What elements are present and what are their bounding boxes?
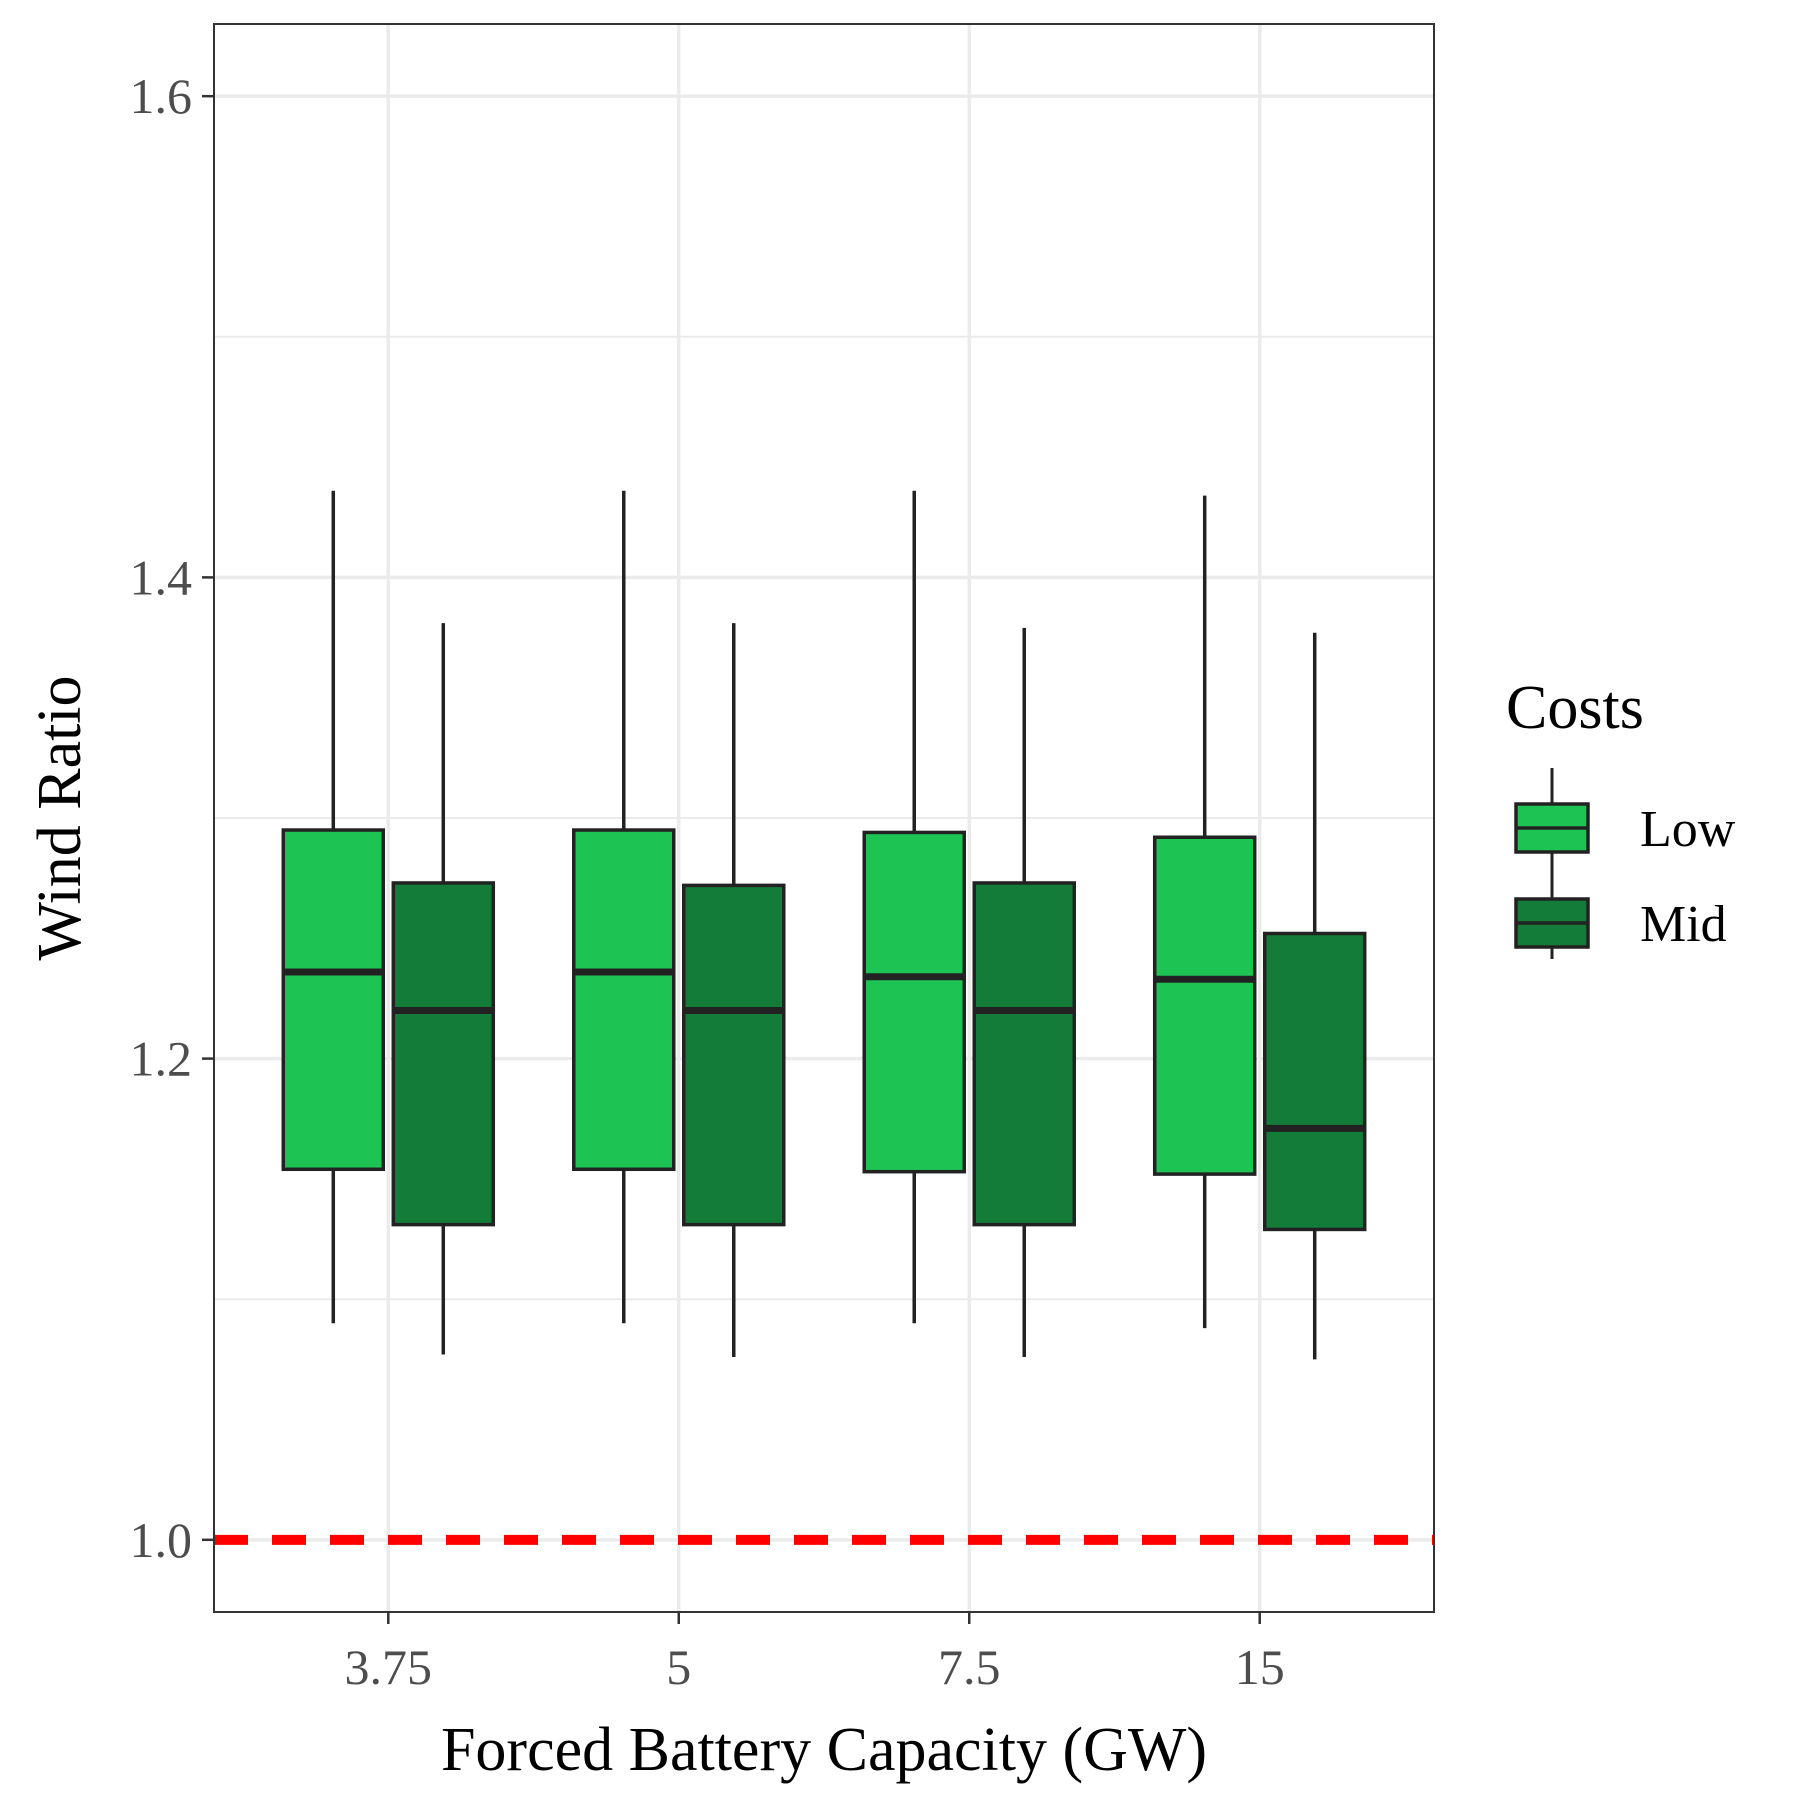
box-low-3.75 xyxy=(281,490,386,1324)
y-tick-label: 1.0 xyxy=(130,1512,193,1568)
x-tick-label: 5 xyxy=(666,1639,691,1695)
box-iqr xyxy=(572,828,676,1172)
box-low-15 xyxy=(1152,495,1257,1329)
box-mid-3.75 xyxy=(391,623,496,1355)
legend-label-low: Low xyxy=(1640,801,1736,858)
grid-lines xyxy=(214,24,1434,1612)
y-tick-label: 1.6 xyxy=(130,68,193,124)
x-tick-label: 7.5 xyxy=(938,1639,1001,1695)
box-iqr xyxy=(281,828,386,1172)
box-iqr xyxy=(862,830,966,1174)
legend: Costs Low Mid xyxy=(1506,674,1736,959)
box-mid-7.5 xyxy=(972,627,1076,1357)
legend-label-mid: Mid xyxy=(1640,896,1727,953)
x-axis-title: Forced Battery Capacity (GW) xyxy=(441,1716,1207,1784)
panel-border xyxy=(213,23,1435,1613)
legend-item-low: Low xyxy=(1514,768,1736,864)
x-tick-label: 15 xyxy=(1235,1639,1285,1695)
box-iqr xyxy=(1152,835,1257,1176)
x-tick-label: 3.75 xyxy=(345,1639,433,1695)
box-mid-15 xyxy=(1262,632,1367,1360)
legend-item-mid: Mid xyxy=(1514,863,1727,959)
boxes-layer xyxy=(281,490,1367,1360)
box-iqr xyxy=(682,883,786,1227)
y-tick-label: 1.2 xyxy=(130,1031,193,1087)
legend-items: Low Mid xyxy=(1514,768,1736,959)
box-mid-5 xyxy=(682,623,786,1357)
box-iqr xyxy=(972,881,1076,1227)
legend-title: Costs xyxy=(1506,674,1644,742)
box-low-7.5 xyxy=(862,490,966,1324)
box-low-5 xyxy=(572,490,676,1324)
box-iqr xyxy=(1262,931,1367,1232)
box-iqr xyxy=(391,881,496,1227)
y-tick-label: 1.4 xyxy=(130,549,193,605)
axes: 1.0 1.2 1.4 1.6 3.75 5 7.5 15 xyxy=(130,68,1285,1695)
y-axis-title: Wind Ratio xyxy=(26,675,94,960)
